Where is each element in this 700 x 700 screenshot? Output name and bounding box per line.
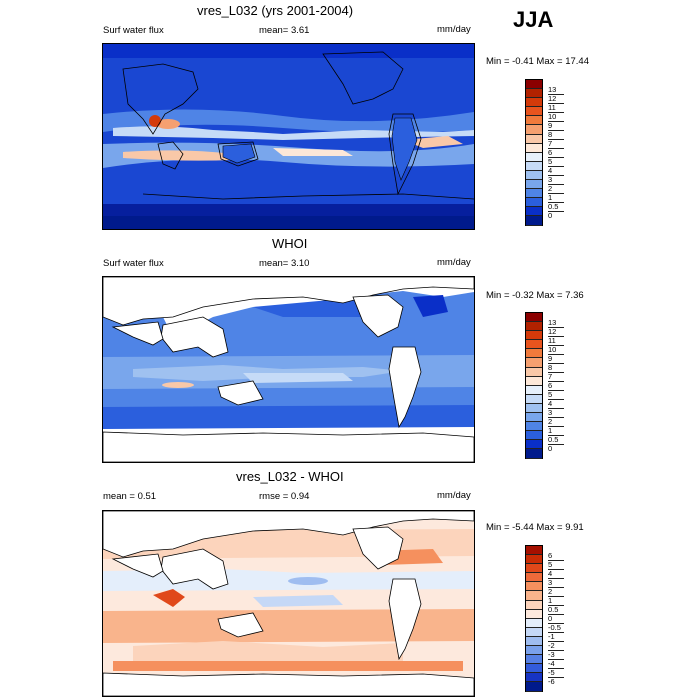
cb3-tick: 2 — [548, 587, 564, 597]
panel2-whoi-map — [102, 276, 475, 463]
cb2-tick: 7 — [548, 372, 564, 382]
cb3-tick: 0.5 — [548, 605, 564, 615]
panel1-mean-label: mean= 3.61 — [259, 25, 310, 36]
cb1-tick: 7 — [548, 139, 564, 149]
cb1-tick: 4 — [548, 166, 564, 176]
cb3-tick: -6 — [548, 677, 555, 686]
panel3-units-label: mm/day — [437, 490, 471, 501]
panel3-minmax-label: Min = -5.44 Max = 9.91 — [486, 522, 584, 533]
panel2-mean-label: mean= 3.10 — [259, 258, 310, 269]
panel3-title: vres_L032 - WHOI — [236, 469, 344, 484]
panel2-colorbar: 13 12 11 10 9 8 7 6 5 4 3 2 1 0.5 0 — [525, 312, 564, 459]
cb3-tick: 4 — [548, 569, 564, 579]
cb3-tick: 1 — [548, 596, 564, 606]
cb3-tick: -5 — [548, 668, 564, 678]
panel1-units-label: mm/day — [437, 24, 471, 35]
cb1-tick: 13 — [548, 85, 564, 95]
panel1-variable-label: Surf water flux — [103, 25, 164, 36]
panel1-minmax-label: Min = -0.41 Max = 17.44 — [486, 56, 589, 67]
panel2-units-label: mm/day — [437, 257, 471, 268]
cb3-tick: -3 — [548, 650, 564, 660]
cb1-tick: 1 — [548, 193, 564, 203]
cb2-tick: 5 — [548, 390, 564, 400]
cb2-tick: 12 — [548, 327, 564, 337]
cb1-tick: 10 — [548, 112, 564, 122]
panel2-variable-label: Surf water flux — [103, 258, 164, 269]
panel3-difference-map — [102, 510, 475, 697]
panel1-title: vres_L032 (yrs 2001-2004) — [197, 3, 354, 18]
cb2-tick: 0 — [548, 444, 553, 453]
cb3-tick: -1 — [548, 632, 564, 642]
cb2-tick: 2 — [548, 417, 564, 427]
cb1-tick: 12 — [548, 94, 564, 104]
cb2-tick: 8 — [548, 363, 564, 373]
panel3-mean-label: mean = 0.51 — [103, 491, 157, 502]
panel2-title: WHOI — [272, 236, 308, 251]
panel2-minmax-label: Min = -0.32 Max = 7.36 — [486, 290, 584, 301]
cb2-tick: 9 — [548, 354, 564, 364]
cb2-tick: 6 — [548, 381, 564, 391]
cb2-tick: 0.5 — [548, 435, 564, 445]
panel1-model-map — [102, 43, 475, 230]
cb1-tick: 8 — [548, 130, 564, 140]
cb3-tick: 5 — [548, 560, 564, 570]
season-label: JJA — [513, 7, 554, 32]
panel3-colorbar: 6 5 4 3 2 1 0.5 0 -0.5 -1 -2 -3 -4 -5 -6 — [525, 545, 564, 692]
cb3-tick: 3 — [548, 578, 564, 588]
cb3-tick: -2 — [548, 641, 564, 651]
panel3-rmse-label: rmse = 0.94 — [259, 491, 310, 502]
cb3-tick: 6 — [548, 551, 564, 561]
cb1-tick: 0.5 — [548, 202, 564, 212]
cb1-tick: 6 — [548, 148, 564, 158]
cb3-tick: -4 — [548, 659, 564, 669]
cb3-tick: -0.5 — [548, 623, 564, 633]
cb2-tick: 4 — [548, 399, 564, 409]
cb2-tick: 11 — [548, 336, 564, 346]
cb1-tick: 11 — [548, 103, 564, 113]
cb2-tick: 3 — [548, 408, 564, 418]
cb3-tick: 0 — [548, 614, 564, 624]
cb2-tick: 1 — [548, 426, 564, 436]
cb1-tick: 3 — [548, 175, 564, 185]
cb2-tick: 13 — [548, 318, 564, 328]
cb1-tick: 2 — [548, 184, 564, 194]
cb1-tick: 0 — [548, 211, 553, 220]
cb1-tick: 9 — [548, 121, 564, 131]
cb1-tick: 5 — [548, 157, 564, 167]
cb2-tick: 10 — [548, 345, 564, 355]
panel1-colorbar: 13 12 11 10 9 8 7 6 5 4 3 2 1 0.5 0 — [525, 79, 564, 226]
